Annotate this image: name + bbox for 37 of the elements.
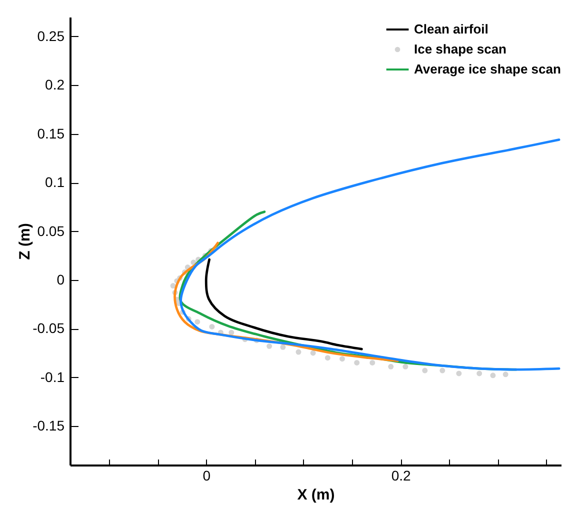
point [170,283,176,289]
point [422,368,428,374]
legend-label: Ice shape scan [414,42,507,56]
y-tick-label: 0.2 [45,76,65,93]
x-axis-title: X (m) [297,486,335,504]
point [370,360,376,366]
point [280,344,286,350]
point [296,349,302,355]
point [209,324,215,330]
point [440,368,446,374]
y-tick-label: 0.25 [37,28,65,44]
point [502,372,508,378]
line-series [180,138,560,371]
y-tick-label: 0 [56,271,65,288]
point [194,319,200,325]
legend-label: Clean airfoil [414,22,488,36]
legend-label: Average ice shape scan [414,62,561,76]
y-tick-label: -0.15 [32,418,65,434]
line-series [174,242,399,362]
point [456,370,462,376]
point [324,355,330,361]
point [310,350,316,356]
y-axis-title: Z (m) [16,223,34,260]
point [354,360,360,366]
y-tick-label: 0.15 [37,125,65,142]
point [388,364,394,370]
point [476,370,482,376]
point [266,343,272,349]
y-tick-label: 0.05 [37,222,65,239]
y-tick-label: -0.1 [40,368,65,385]
y-tick-label: 0.1 [45,174,65,190]
line-series [204,258,363,350]
y-tick-label: -0.05 [32,320,65,336]
point [228,330,234,336]
point [490,372,496,378]
point [402,364,408,370]
point [340,356,345,362]
